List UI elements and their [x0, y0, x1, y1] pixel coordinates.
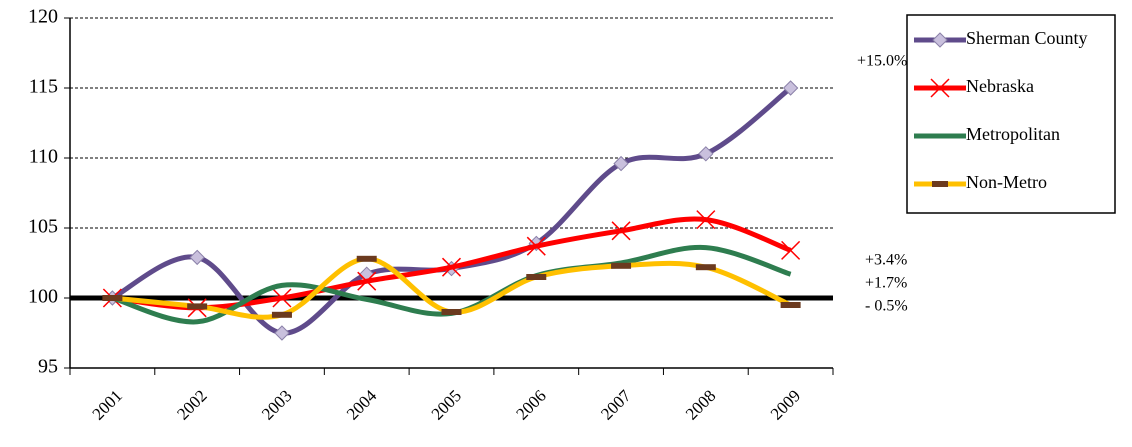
series: [102, 255, 801, 320]
legend-marker: [930, 78, 950, 98]
x-tick-label: 2006: [512, 386, 549, 423]
annotation: +15.0%: [857, 53, 907, 70]
marker: [441, 309, 462, 315]
y-tick-label: 120: [28, 6, 58, 28]
marker: [102, 295, 123, 301]
marker: [696, 210, 716, 230]
marker: [187, 303, 208, 310]
annotation: - 0.5%: [865, 298, 908, 315]
legend-marker: [932, 181, 948, 187]
y-tick-label: 100: [28, 286, 58, 308]
marker: [356, 255, 377, 262]
x-tick-label: 2008: [682, 386, 719, 423]
marker: [271, 311, 292, 318]
marker: [613, 155, 629, 172]
series: [102, 210, 801, 318]
legend-box: [906, 14, 1116, 214]
legend-label: Nebraska: [966, 76, 1034, 96]
marker: [698, 146, 714, 162]
annotation: +1.7%: [865, 275, 907, 292]
x-tick-label: 2009: [767, 386, 804, 423]
legend-label: Metropolitan: [966, 124, 1060, 144]
marker: [357, 271, 377, 291]
x-tick-label: 2002: [173, 386, 210, 423]
marker: [611, 221, 631, 241]
x-tick-label: 2004: [343, 386, 381, 424]
legend: Sherman County Nebraska Metropolitan Non-Me…: [906, 14, 1116, 214]
marker: [782, 80, 799, 96]
x-tick-label: 2007: [597, 386, 635, 424]
x-tick-label: 2005: [428, 386, 465, 423]
marker: [441, 257, 462, 277]
legend-marker: [932, 32, 948, 48]
legend-label: Non-Metro: [966, 172, 1047, 192]
marker: [695, 264, 716, 271]
marker: [781, 240, 801, 260]
annotation: +3.4%: [865, 252, 907, 269]
series: [104, 80, 799, 341]
legend-label: Sherman County: [966, 28, 1088, 48]
y-tick-label: 115: [29, 76, 58, 98]
marker: [274, 325, 290, 341]
marker: [272, 288, 292, 308]
x-tick-label: 2003: [258, 386, 295, 423]
y-tick-label: 105: [28, 216, 58, 238]
marker: [526, 274, 547, 280]
y-tick-label: 110: [29, 146, 58, 168]
marker: [780, 302, 801, 308]
marker: [611, 262, 632, 269]
x-tick-label: 2001: [89, 386, 126, 423]
y-tick-label: 95: [38, 356, 58, 378]
marker: [189, 249, 205, 266]
marker: [526, 236, 546, 256]
